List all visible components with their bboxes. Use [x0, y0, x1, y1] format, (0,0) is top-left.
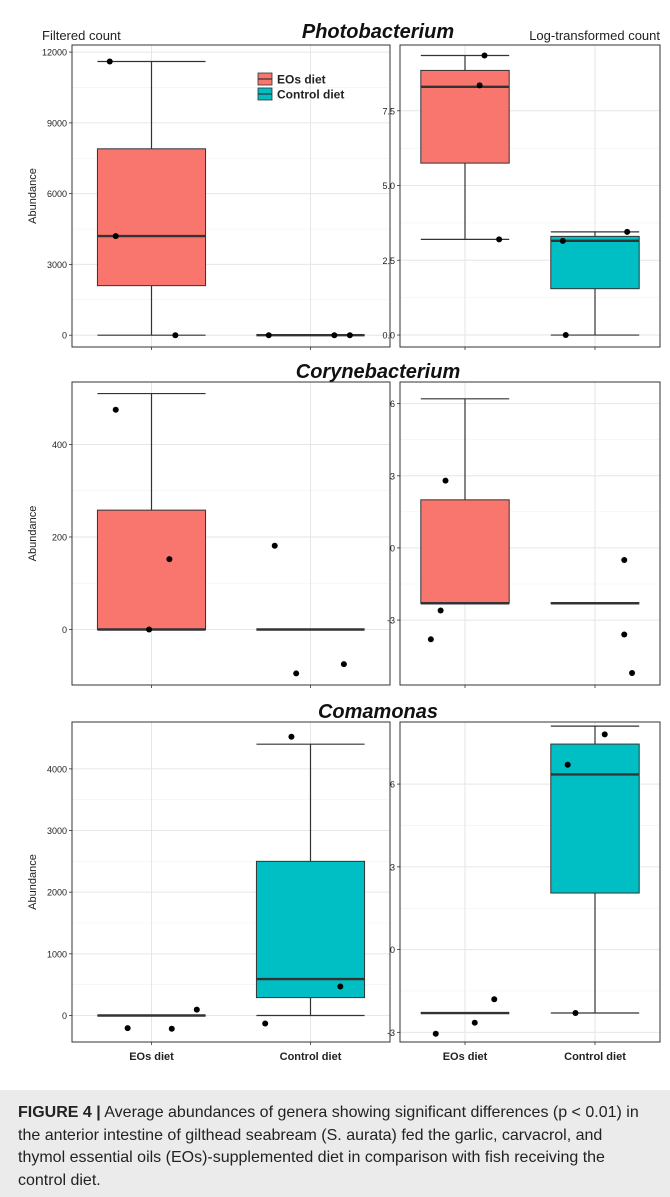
- x-tick-label: Control diet: [564, 1051, 626, 1063]
- legend-entry: Control diet: [277, 88, 344, 102]
- y-tick-label: 0: [390, 945, 395, 955]
- data-point: [471, 1019, 478, 1026]
- data-point: [621, 556, 628, 563]
- data-point: [293, 670, 300, 677]
- data-point: [442, 477, 449, 484]
- y-tick-label: 3000: [47, 826, 67, 836]
- data-point: [112, 233, 119, 240]
- data-point: [346, 332, 353, 339]
- box-iqr: [420, 499, 510, 604]
- data-point: [621, 631, 628, 638]
- y-tick-label: 0: [62, 625, 67, 635]
- y-tick-label: 2000: [47, 888, 67, 898]
- y-tick-label: -3: [387, 616, 395, 626]
- data-point: [124, 1025, 131, 1032]
- data-point: [601, 731, 608, 738]
- y-tick-label: 4000: [47, 764, 67, 774]
- data-point: [168, 1025, 175, 1032]
- data-point: [146, 626, 153, 633]
- box-plot-figure: Photobacterium Corynebacterium Comamonas 0 3…: [27, 21, 661, 1063]
- data-point: [106, 58, 113, 65]
- legend-entry: EOs diet: [277, 73, 326, 87]
- y-tick-label: 6: [390, 399, 395, 409]
- y-tick-label: 6000: [47, 189, 67, 199]
- x-tick-label: EOs diet: [129, 1051, 174, 1063]
- data-point: [559, 237, 566, 244]
- panel-label: Log-transformed count: [529, 28, 660, 43]
- box-iqr: [550, 235, 640, 290]
- data-point: [629, 669, 636, 676]
- y-tick-label: 12000: [42, 48, 67, 58]
- panel-frame: [71, 381, 391, 686]
- data-point: [271, 542, 278, 549]
- y-tick-label: 3: [390, 862, 395, 872]
- y-tick-label: 3: [390, 471, 395, 481]
- data-point: [564, 761, 571, 768]
- box-iqr: [420, 69, 510, 164]
- data-point: [476, 82, 483, 89]
- x-tick-label: EOs diet: [443, 1051, 488, 1063]
- box-iqr: [255, 860, 366, 999]
- box-iqr: [96, 148, 207, 287]
- panel-frame: [71, 721, 391, 1043]
- data-point: [496, 236, 503, 243]
- y-tick-label: 0: [62, 1011, 67, 1021]
- data-point: [288, 733, 295, 740]
- data-point: [491, 996, 498, 1003]
- y-tick-label: 3000: [47, 260, 67, 270]
- caption-text: Average abundances of genera showing sig…: [18, 1104, 639, 1189]
- data-point: [562, 332, 569, 339]
- data-point: [572, 1010, 579, 1017]
- genus-title: Comamonas: [318, 701, 438, 723]
- panel-frame: [399, 721, 661, 1043]
- data-point: [331, 332, 338, 339]
- panel-frame: [71, 44, 391, 348]
- data-point: [172, 332, 179, 339]
- y-tick-label: 9000: [47, 118, 67, 128]
- y-tick-label: 0.0: [382, 331, 395, 341]
- panel-label: Filtered count: [42, 28, 121, 43]
- caption-label: FIGURE 4 |: [18, 1104, 101, 1121]
- y-axis-label: Abundance: [27, 854, 39, 910]
- x-tick-label: Control diet: [280, 1051, 342, 1063]
- y-axis-label: Abundance: [27, 168, 39, 224]
- y-tick-label: 0: [62, 331, 67, 341]
- data-point: [193, 1006, 200, 1013]
- data-point: [340, 661, 347, 668]
- box-iqr: [550, 743, 640, 894]
- y-tick-label: 6: [390, 780, 395, 790]
- genus-title: Photobacterium: [302, 21, 454, 43]
- data-point: [427, 636, 434, 643]
- data-point: [437, 607, 444, 614]
- y-tick-label: 7.5: [382, 106, 395, 116]
- genus-title: Corynebacterium: [296, 361, 461, 383]
- data-point: [337, 983, 344, 990]
- y-tick-label: 400: [52, 440, 67, 450]
- y-axis-label: Abundance: [27, 506, 39, 562]
- y-tick-label: 0: [390, 543, 395, 553]
- y-tick-label: -3: [387, 1028, 395, 1038]
- panel-frame: [399, 44, 661, 348]
- data-point: [112, 406, 119, 413]
- y-tick-label: 200: [52, 532, 67, 542]
- y-tick-label: 2.5: [382, 256, 395, 266]
- data-point: [262, 1020, 269, 1027]
- data-point: [432, 1030, 439, 1037]
- data-point: [624, 228, 631, 235]
- data-point: [265, 332, 272, 339]
- data-point: [166, 556, 173, 563]
- y-tick-label: 1000: [47, 949, 67, 959]
- box-iqr: [96, 509, 207, 630]
- figure-caption: FIGURE 4 | Average abundances of genera …: [0, 1090, 670, 1197]
- panel-frame: [399, 381, 661, 686]
- y-tick-label: 5.0: [382, 181, 395, 191]
- data-point: [481, 52, 488, 59]
